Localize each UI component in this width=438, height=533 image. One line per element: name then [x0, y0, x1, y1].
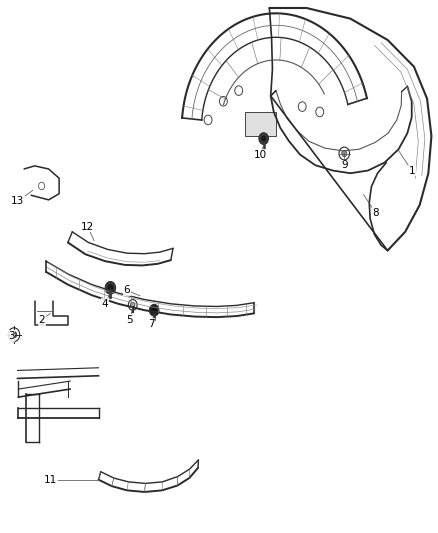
Text: 12: 12	[81, 222, 94, 231]
Text: 1: 1	[408, 166, 415, 175]
Text: 4: 4	[102, 299, 109, 309]
Circle shape	[342, 150, 347, 157]
Circle shape	[204, 115, 212, 125]
Circle shape	[261, 136, 266, 141]
Text: 13: 13	[11, 197, 24, 206]
Circle shape	[235, 86, 243, 95]
Bar	[245, 112, 276, 136]
Text: 7: 7	[148, 319, 155, 328]
Circle shape	[11, 332, 17, 338]
Circle shape	[298, 102, 306, 111]
Circle shape	[152, 308, 156, 313]
Text: 2: 2	[38, 315, 45, 325]
Circle shape	[149, 304, 159, 316]
Text: 5: 5	[126, 315, 133, 325]
Text: 10: 10	[254, 150, 267, 159]
Circle shape	[131, 302, 135, 308]
Circle shape	[259, 133, 268, 144]
Circle shape	[219, 96, 227, 106]
Circle shape	[105, 281, 116, 294]
Text: 9: 9	[342, 160, 349, 170]
Circle shape	[339, 147, 350, 160]
Text: 8: 8	[372, 208, 379, 218]
Text: 6: 6	[124, 286, 131, 295]
Circle shape	[316, 107, 324, 117]
Text: 11: 11	[44, 475, 57, 484]
Circle shape	[108, 285, 113, 291]
Text: 3: 3	[8, 331, 15, 341]
